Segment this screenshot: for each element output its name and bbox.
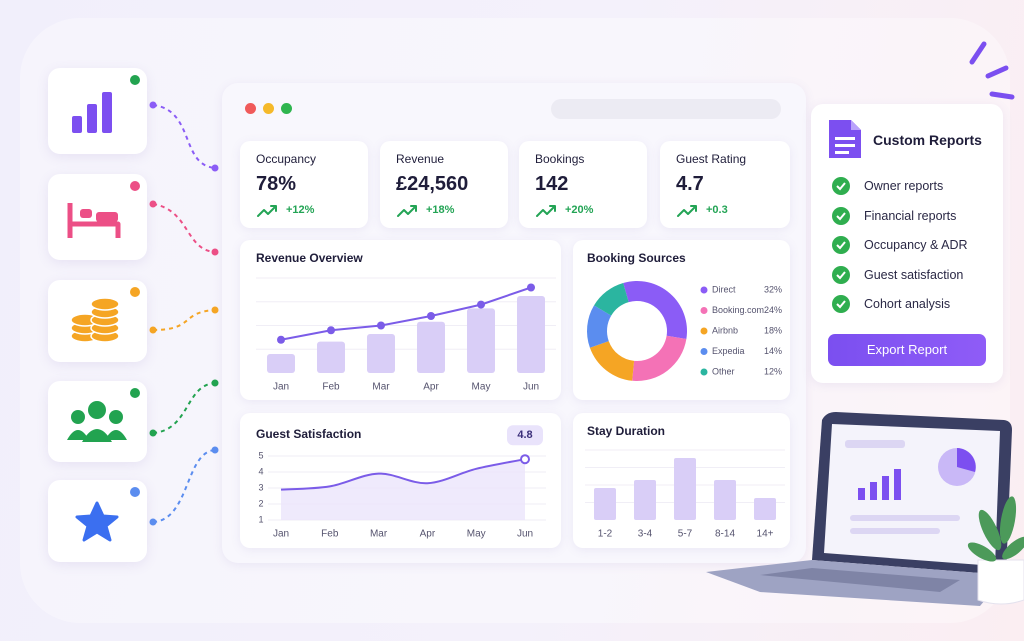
- kpi-label: Bookings: [535, 152, 585, 166]
- chart-card: Stay Duration: [573, 413, 790, 548]
- chart-card: Booking Sources: [573, 240, 790, 400]
- kpi-label: Occupancy: [256, 152, 317, 166]
- window-dot: [281, 103, 292, 114]
- report-item[interactable]: Owner reports: [864, 179, 944, 193]
- chart-card: Guest Satisfaction: [240, 413, 561, 548]
- report-item[interactable]: Cohort analysis: [864, 297, 951, 311]
- kpi-card: Occupancy 78% +12%: [240, 141, 368, 228]
- window-dot: [263, 103, 274, 114]
- chart-title: Revenue Overview: [256, 251, 363, 265]
- tile-rating: [48, 480, 147, 562]
- kpi-value: 142: [535, 173, 569, 195]
- kpi-change: +12%: [286, 204, 315, 216]
- tile-bookings: [48, 174, 147, 260]
- report-item[interactable]: Guest satisfaction: [864, 268, 964, 282]
- kpi-change: +0.3: [706, 204, 728, 216]
- chart-card: Revenue Overview: [240, 240, 561, 400]
- chart-title: Booking Sources: [587, 251, 686, 265]
- kpi-card: Revenue £24,560 +18%: [380, 141, 508, 228]
- reports-panel: Custom Reports Owner reports Financial r…: [811, 104, 1003, 383]
- tile-revenue: [48, 280, 147, 362]
- kpi-value: 4.7: [676, 173, 704, 195]
- kpi-label: Revenue: [396, 152, 445, 166]
- export-button[interactable]: Export Report: [828, 334, 986, 366]
- report-item[interactable]: Occupancy & ADR: [864, 238, 968, 252]
- kpi-change: +20%: [565, 204, 594, 216]
- address-bar: [551, 99, 781, 119]
- tile-occupancy: [48, 68, 147, 154]
- tile-guests: [48, 381, 147, 462]
- kpi-card: Bookings 142 +20%: [519, 141, 647, 228]
- chart-title: Guest Satisfaction: [256, 427, 362, 441]
- kpi-value: £24,560: [396, 173, 469, 195]
- chart-title: Stay Duration: [587, 424, 666, 438]
- kpi-label: Guest Rating: [676, 152, 747, 166]
- reports-title: Custom Reports: [873, 132, 982, 148]
- kpi-value: 78%: [256, 173, 297, 195]
- report-item[interactable]: Financial reports: [864, 209, 957, 223]
- window-dot: [245, 103, 256, 114]
- kpi-change: +18%: [426, 204, 455, 216]
- kpi-card: Guest Rating 4.7 +0.3: [660, 141, 790, 228]
